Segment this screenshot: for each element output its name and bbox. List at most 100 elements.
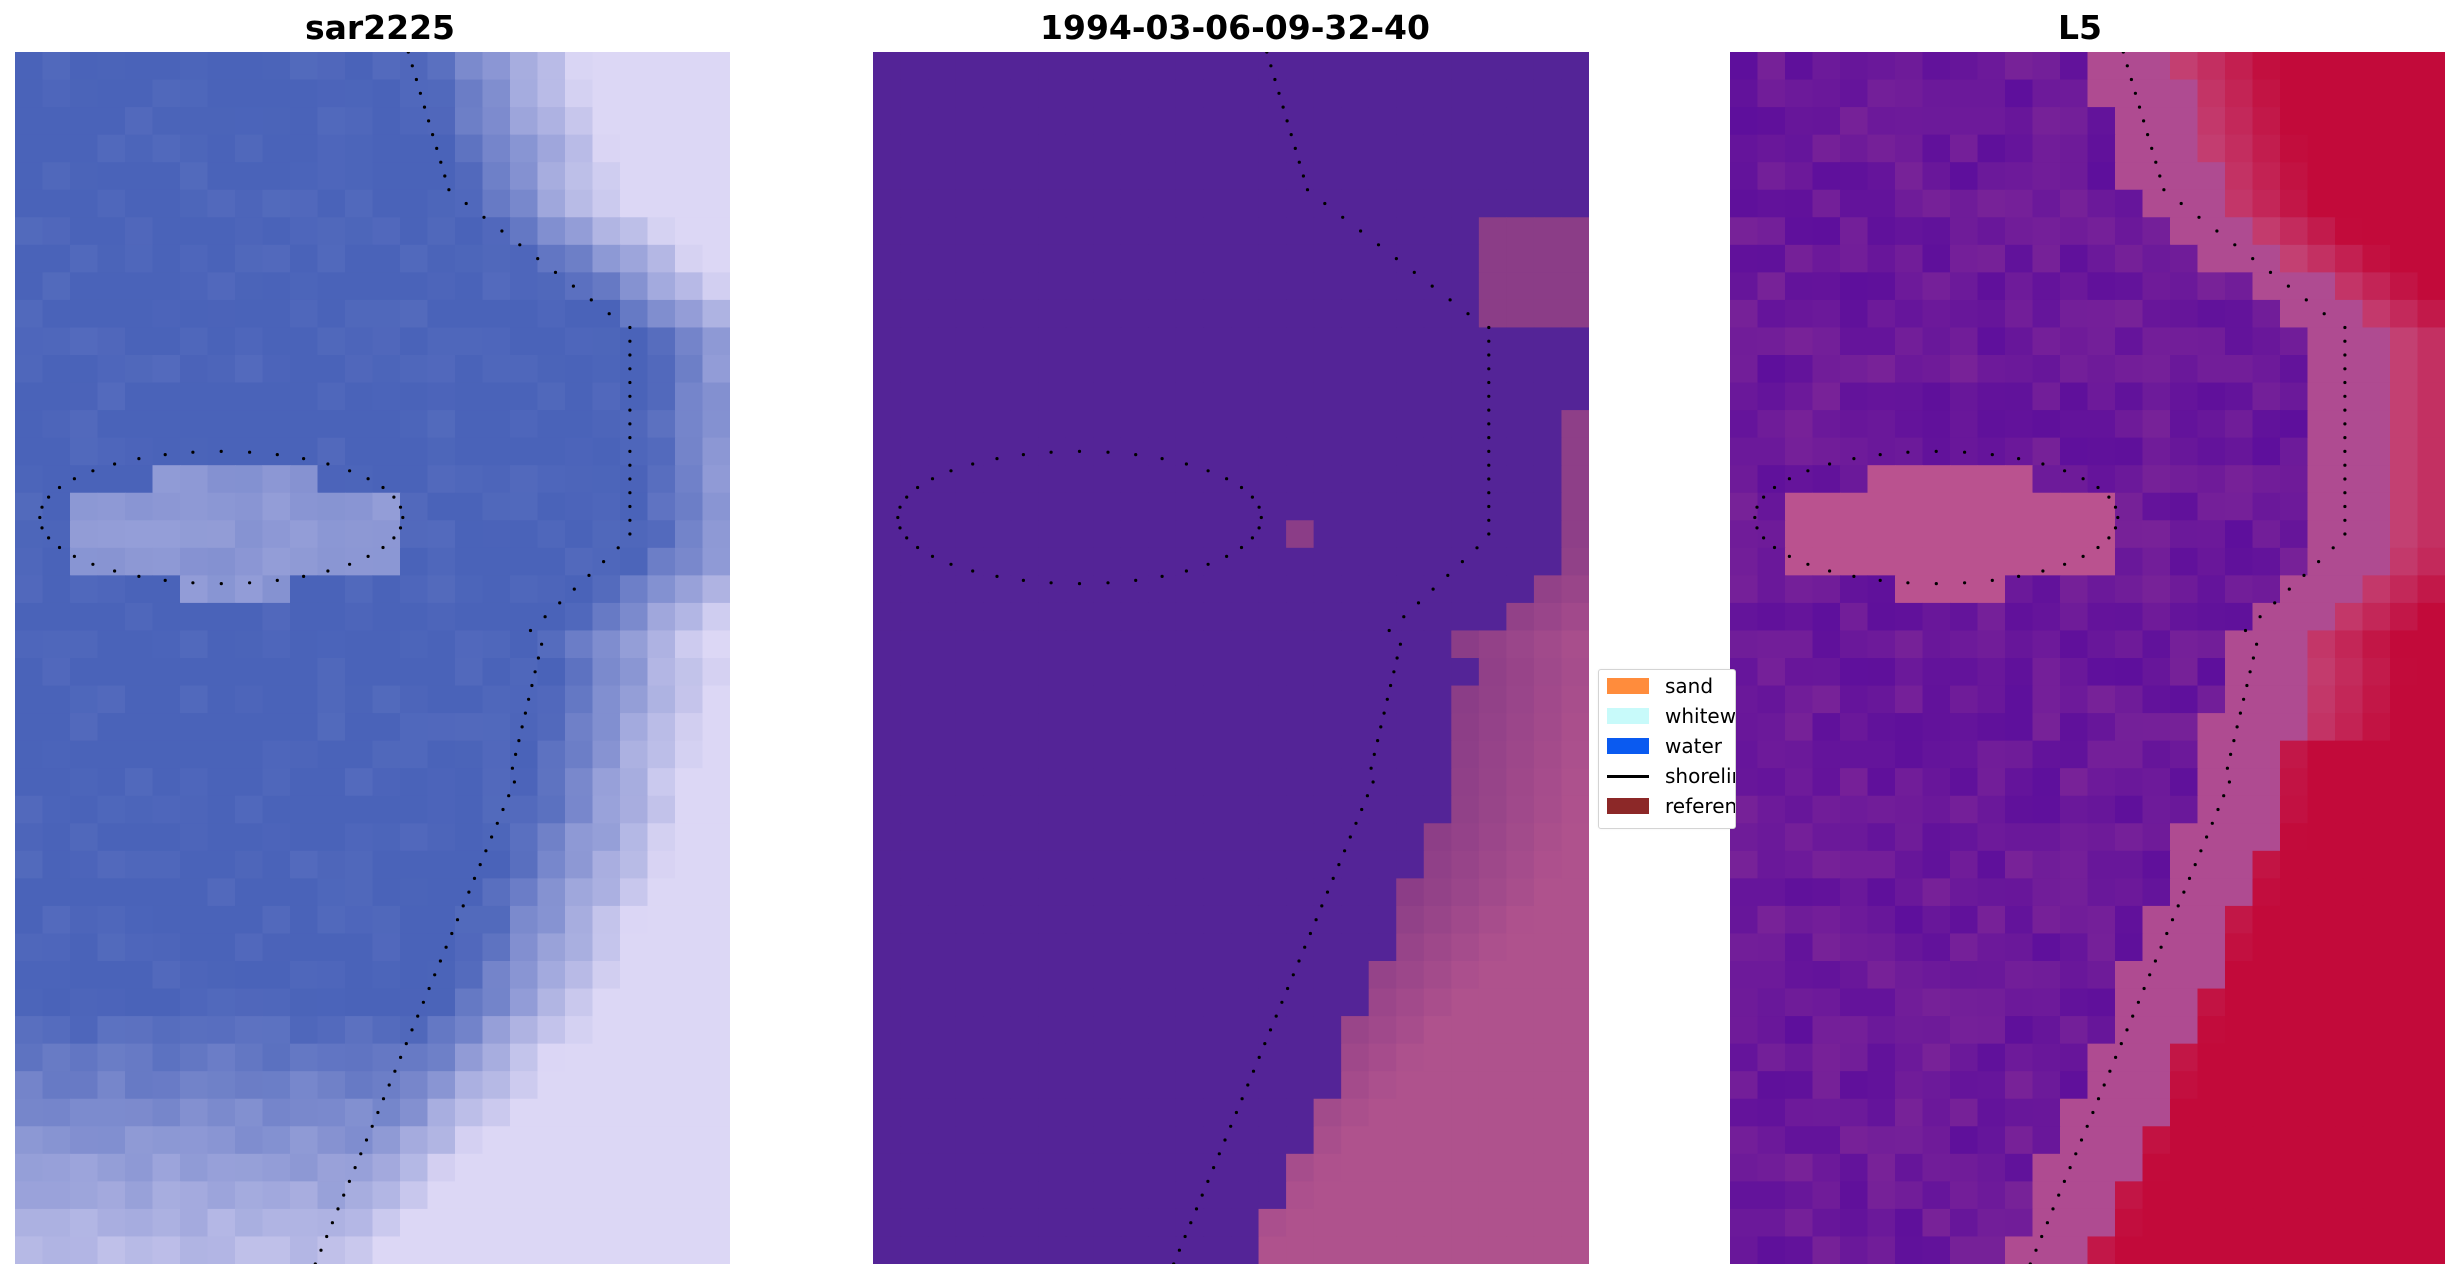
class-pixel (1396, 520, 1425, 549)
class-pixel (1258, 768, 1287, 797)
rgb-pixel (180, 1071, 209, 1100)
rgb-pixel (620, 1043, 649, 1072)
rgb-pixel (372, 740, 401, 769)
rgb-pixel (42, 492, 71, 521)
index-pixel (2417, 988, 2445, 1017)
rgb-pixel (207, 1043, 236, 1072)
index-pixel (2417, 658, 2445, 687)
shoreline-dot (399, 1055, 403, 1059)
rgb-pixel (345, 1153, 374, 1182)
class-pixel (1175, 52, 1205, 81)
shoreline-dot (2153, 959, 2157, 963)
rgb-pixel (97, 575, 126, 604)
rgb-pixel (647, 933, 676, 962)
class-pixel (900, 107, 929, 136)
class-pixel (1258, 1181, 1287, 1210)
index-pixel (2142, 410, 2171, 439)
index-pixel (2252, 1126, 2281, 1155)
class-pixel (1065, 905, 1094, 935)
index-pixel (2087, 1181, 2116, 1210)
shoreline-dot (1990, 578, 1994, 583)
class-pixel (1313, 134, 1342, 163)
index-pixel (2060, 134, 2089, 163)
rgb-pixel (510, 575, 539, 604)
shoreline-dot (1293, 146, 1297, 150)
shoreline-dot (392, 495, 396, 499)
index-pixel (2005, 189, 2034, 218)
index-pixel (2252, 823, 2281, 852)
index-pixel (2307, 1016, 2336, 1045)
class-pixel (1506, 1098, 1535, 1127)
index-pixel (2252, 685, 2281, 714)
index-pixel (1785, 410, 1814, 439)
rgb-pixel (647, 547, 676, 576)
index-pixel (2115, 1236, 2144, 1264)
index-pixel (2197, 1126, 2226, 1155)
index-pixel (1730, 437, 1759, 466)
index-pixel (2005, 547, 2034, 576)
index-pixel (2280, 1208, 2309, 1238)
rgb-pixel (510, 465, 539, 494)
index-pixel (2005, 575, 2034, 604)
index-pixel (2225, 630, 2254, 659)
index-pixel (2005, 492, 2034, 521)
index-pixel (1730, 244, 1759, 273)
class-pixel (1231, 547, 1260, 576)
index-pixel (2362, 740, 2391, 769)
rgb-pixel (537, 382, 566, 411)
rgb-pixel (207, 933, 236, 962)
shoreline-dot (393, 1069, 397, 1073)
index-pixel (1977, 905, 2006, 935)
class-pixel (1286, 382, 1315, 411)
class-pixel (1451, 988, 1480, 1017)
rgb-pixel (592, 795, 621, 824)
index-pixel (2142, 713, 2171, 742)
rgb-pixel (400, 1208, 429, 1238)
rgb-pixel (207, 1236, 236, 1264)
shoreline-dot (1286, 986, 1290, 991)
shoreline-dot (2343, 436, 2347, 440)
class-pixel (900, 878, 929, 907)
class-pixel (873, 713, 902, 742)
shoreline-dot (1387, 628, 1391, 633)
rgb-pixel (15, 410, 44, 439)
class-pixel (1313, 630, 1342, 659)
rgb-pixel (207, 1181, 236, 1210)
index-pixel (2307, 189, 2336, 218)
class-pixel (1065, 630, 1094, 659)
rgb-pixel (702, 52, 730, 81)
class-pixel (1313, 107, 1342, 136)
rgb-pixel (482, 713, 511, 742)
class-pixel (928, 520, 957, 549)
class-pixel (1506, 327, 1535, 356)
class-pixel (1120, 107, 1149, 136)
rgb-pixel (345, 658, 374, 687)
rgb-pixel (565, 795, 594, 824)
class-pixel (1148, 1181, 1177, 1210)
class-pixel (955, 850, 984, 879)
shoreline-dot (1360, 807, 1364, 812)
class-pixel (1038, 823, 1067, 852)
shoreline-dot (353, 1166, 357, 1170)
index-pixel (2280, 327, 2309, 356)
class-pixel (1478, 1153, 1507, 1182)
rgb-pixel (372, 355, 401, 384)
rgb-pixel (455, 713, 484, 742)
class-pixel (873, 1153, 902, 1182)
class-pixel (1286, 988, 1315, 1017)
class-pixel (1038, 52, 1067, 81)
class-pixel (983, 823, 1012, 852)
index-pixel (2005, 768, 2034, 797)
rgb-pixel (97, 850, 126, 879)
class-pixel (873, 189, 902, 218)
class-pixel (1341, 134, 1370, 163)
class-pixel (1368, 1043, 1397, 1072)
rgb-pixel (537, 520, 566, 549)
class-pixel (1423, 492, 1452, 521)
class-pixel (1231, 1071, 1260, 1100)
class-pixel (1038, 382, 1067, 411)
rgb-pixel (207, 713, 236, 742)
rgb-pixel (565, 272, 594, 301)
rgb-pixel (427, 905, 456, 935)
rgb-pixel (372, 547, 401, 576)
